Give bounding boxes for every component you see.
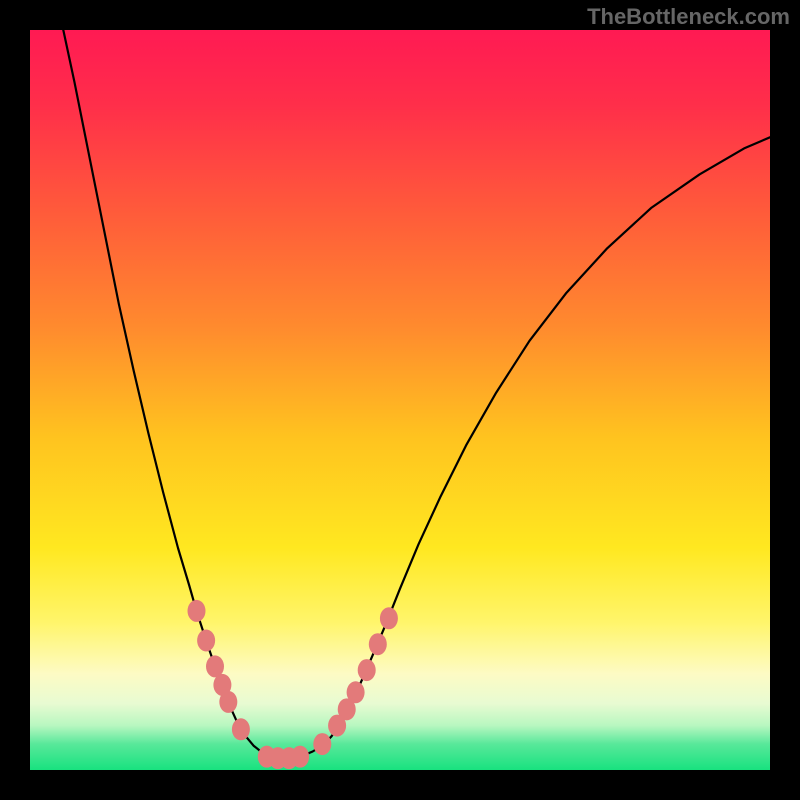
data-marker — [313, 733, 331, 755]
data-marker — [291, 746, 309, 768]
data-marker — [232, 718, 250, 740]
plot-area — [30, 30, 770, 770]
data-marker — [347, 681, 365, 703]
watermark-text: TheBottleneck.com — [587, 4, 790, 30]
data-marker — [219, 691, 237, 713]
data-marker — [197, 630, 215, 652]
chart-svg — [30, 30, 770, 770]
data-marker — [369, 633, 387, 655]
chart-container: TheBottleneck.com — [0, 0, 800, 800]
data-marker — [188, 600, 206, 622]
data-marker — [380, 607, 398, 629]
data-marker — [358, 659, 376, 681]
